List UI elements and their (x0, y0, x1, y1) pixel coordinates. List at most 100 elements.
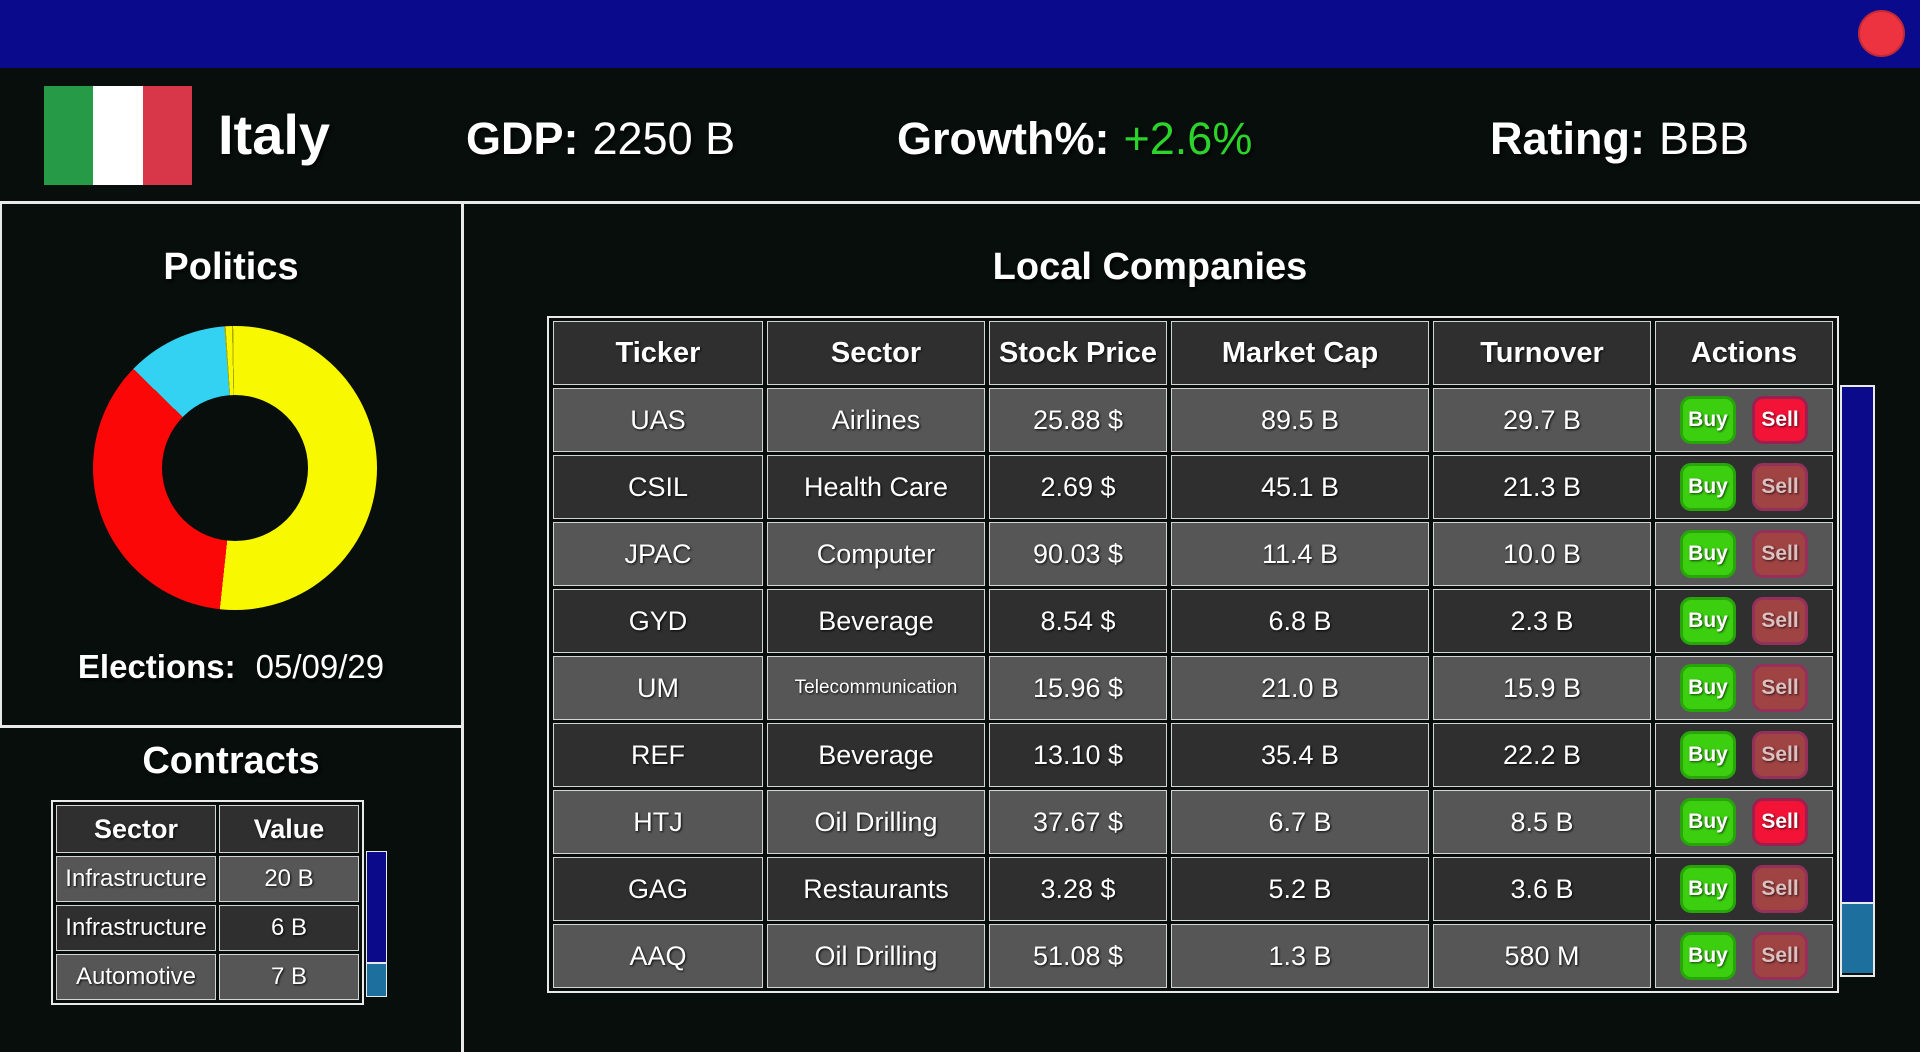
company-actions-cell: Buy Sell (1655, 924, 1833, 988)
left-edge-border (0, 201, 2, 725)
company-row: UM Telecommunication 15.96 $21.0 B 15.9 B Bu… (553, 656, 1833, 720)
contract-row: Infrastructure 6 B (56, 905, 359, 951)
buy-button[interactable]: Buy (1680, 932, 1736, 980)
company-sector: Oil Drilling (767, 790, 985, 854)
company-actions-cell: Buy Sell (1655, 455, 1833, 519)
contract-value: 20 B (219, 856, 359, 902)
politics-title: Politics (163, 246, 299, 288)
buy-button[interactable]: Buy (1680, 530, 1736, 578)
contracts-table-body: Infrastructure 20 B Infrastructure 6 B Autom… (56, 856, 359, 1000)
contract-sector: Infrastructure (56, 856, 216, 902)
company-market-cap: 6.8 B (1171, 589, 1429, 653)
company-stock-price: 15.96 $ (989, 656, 1167, 720)
company-ticker: CSIL (553, 455, 763, 519)
companies-header-row: Ticker Sector Stock Price Market Cap Tur… (553, 321, 1833, 385)
company-stock-price: 25.88 $ (989, 388, 1167, 452)
sell-button[interactable]: Sell (1752, 798, 1808, 846)
buy-button[interactable]: Buy (1680, 865, 1736, 913)
panel-divider (461, 201, 464, 1052)
company-actions-cell: Buy Sell (1655, 589, 1833, 653)
company-turnover: 3.6 B (1433, 857, 1651, 921)
contract-sector: Automotive (56, 954, 216, 1000)
elections-info: Elections: 05/09/29 (0, 648, 462, 686)
company-sector: Beverage (767, 723, 985, 787)
company-ticker: REF (553, 723, 763, 787)
company-actions-cell: Buy Sell (1655, 857, 1833, 921)
company-ticker: AAQ (553, 924, 763, 988)
company-sector: Restaurants (767, 857, 985, 921)
buy-button[interactable]: Buy (1680, 664, 1736, 712)
politics-donut-chart (93, 326, 377, 610)
sell-button[interactable]: Sell (1752, 932, 1808, 980)
contracts-scrollbar[interactable] (366, 851, 387, 997)
company-market-cap: 89.5 B (1171, 388, 1429, 452)
company-row: UAS Airlines 25.88 $89.5 B 29.7 B Buy Sell (553, 388, 1833, 452)
rating-label: Rating: (1490, 113, 1645, 164)
company-turnover: 29.7 B (1433, 388, 1651, 452)
contracts-table: Sector Value Infrastructure 20 B Infrastru… (51, 800, 364, 1005)
company-stock-price: 37.67 $ (989, 790, 1167, 854)
company-sector: Airlines (767, 388, 985, 452)
flag-stripe-red (142, 86, 192, 185)
company-market-cap: 5.2 B (1171, 857, 1429, 921)
contract-value: 7 B (219, 954, 359, 1000)
sell-button[interactable]: Sell (1752, 530, 1808, 578)
companies-scrollbar-thumb[interactable] (1842, 387, 1873, 904)
company-ticker: UM (553, 656, 763, 720)
sell-button[interactable]: Sell (1752, 865, 1808, 913)
buy-button[interactable]: Buy (1680, 597, 1736, 645)
contracts-scrollbar-track[interactable] (367, 964, 386, 996)
contracts-col-value: Value (219, 805, 359, 853)
company-row: JPAC Computer 90.03 $11.4 B 10.0 B Buy Sell (553, 522, 1833, 586)
companies-col-turnover: Turnover (1433, 321, 1651, 385)
sell-button[interactable]: Sell (1752, 396, 1808, 444)
company-sector: Computer (767, 522, 985, 586)
elections-label: Elections: (77, 648, 236, 685)
company-market-cap: 21.0 B (1171, 656, 1429, 720)
company-stock-price: 2.69 $ (989, 455, 1167, 519)
companies-scrollbar-track[interactable] (1842, 904, 1873, 973)
buy-button[interactable]: Buy (1680, 396, 1736, 444)
company-turnover: 580 M (1433, 924, 1651, 988)
company-row: CSIL Health Care 2.69 $45.1 B 21.3 B Buy Sell (553, 455, 1833, 519)
elections-date: 05/09/29 (255, 648, 385, 685)
company-ticker: JPAC (553, 522, 763, 586)
companies-col-actions: Actions (1655, 321, 1833, 385)
company-row: GAG Restaurants 3.28 $5.2 B 3.6 B Buy Sell (553, 857, 1833, 921)
company-actions-cell: Buy Sell (1655, 656, 1833, 720)
close-button[interactable] (1858, 10, 1905, 57)
rating-stat: Rating: BBB (1490, 112, 1749, 166)
buy-button[interactable]: Buy (1680, 798, 1736, 846)
sell-button[interactable]: Sell (1752, 463, 1808, 511)
company-row: GYD Beverage 8.54 $6.8 B 2.3 B Buy Sell (553, 589, 1833, 653)
company-stock-price: 3.28 $ (989, 857, 1167, 921)
sell-button[interactable]: Sell (1752, 664, 1808, 712)
sell-button[interactable]: Sell (1752, 731, 1808, 779)
company-row: HTJ Oil Drilling 37.67 $6.7 B 8.5 B Buy Sell (553, 790, 1833, 854)
contracts-title: Contracts (142, 740, 320, 782)
company-actions-cell: Buy Sell (1655, 522, 1833, 586)
header-divider (0, 201, 1920, 204)
gdp-value: 2250 B (592, 113, 736, 164)
buy-button[interactable]: Buy (1680, 463, 1736, 511)
company-market-cap: 35.4 B (1171, 723, 1429, 787)
companies-table: Ticker Sector Stock Price Market Cap Tur… (547, 316, 1839, 993)
contracts-header-row: Sector Value (56, 805, 359, 853)
company-ticker: UAS (553, 388, 763, 452)
country-name: Italy (218, 103, 331, 166)
company-row: REF Beverage 13.10 $35.4 B 22.2 B Buy Sell (553, 723, 1833, 787)
contract-value: 6 B (219, 905, 359, 951)
buy-button[interactable]: Buy (1680, 731, 1736, 779)
company-ticker: HTJ (553, 790, 763, 854)
company-actions-cell: Buy Sell (1655, 790, 1833, 854)
growth-label: Growth%: (897, 113, 1110, 164)
company-stock-price: 90.03 $ (989, 522, 1167, 586)
rating-value: BBB (1658, 113, 1750, 164)
sell-button[interactable]: Sell (1752, 597, 1808, 645)
company-ticker: GYD (553, 589, 763, 653)
contracts-scrollbar-thumb[interactable] (367, 852, 386, 964)
companies-scrollbar[interactable] (1840, 385, 1875, 977)
company-stock-price: 13.10 $ (989, 723, 1167, 787)
company-actions-cell: Buy Sell (1655, 388, 1833, 452)
